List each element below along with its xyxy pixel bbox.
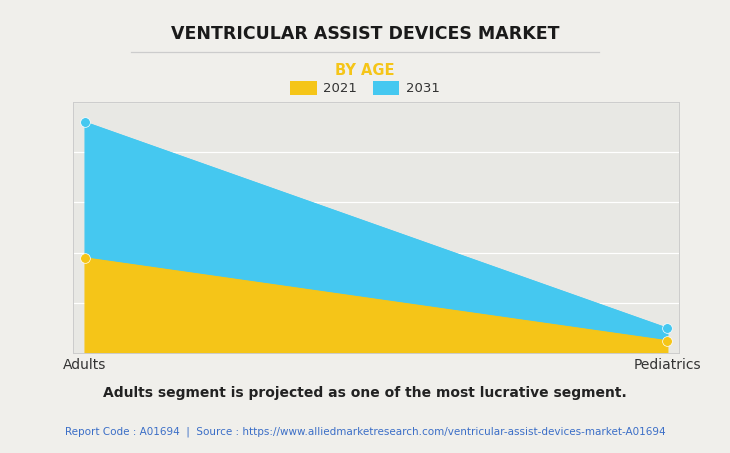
Text: VENTRICULAR ASSIST DEVICES MARKET: VENTRICULAR ASSIST DEVICES MARKET (171, 25, 559, 43)
Text: Report Code : A01694  |  Source : https://www.alliedmarketresearch.com/ventricul: Report Code : A01694 | Source : https://… (65, 427, 665, 437)
Text: BY AGE: BY AGE (335, 63, 395, 77)
Text: Adults segment is projected as one of the most lucrative segment.: Adults segment is projected as one of th… (103, 386, 627, 400)
Legend: 2021, 2031: 2021, 2031 (285, 76, 445, 101)
